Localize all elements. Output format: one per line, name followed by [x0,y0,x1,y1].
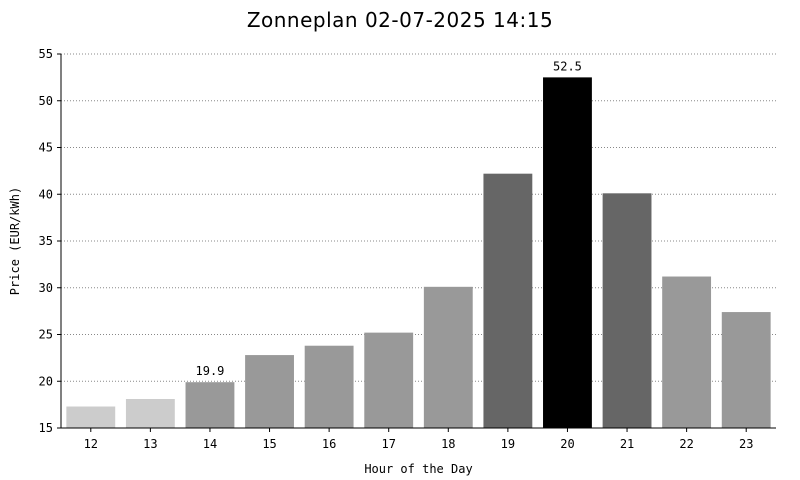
x-tick-label: 20 [560,437,574,451]
y-tick-label: 15 [39,421,53,435]
bars [66,77,771,428]
x-tick-label: 22 [679,437,693,451]
x-tick-label: 19 [501,437,515,451]
data-labels: 19.9 52.5 [196,59,582,378]
x-tick-label: 16 [322,437,336,451]
x-tick-label: 12 [84,437,98,451]
bar [543,77,592,428]
y-tick-label: 50 [39,94,53,108]
y-tick-label: 20 [39,374,53,388]
x-tick-label: 15 [262,437,276,451]
bar [602,193,652,428]
x-tick-label: 18 [441,437,455,451]
bar [423,286,473,428]
x-tick-label: 17 [381,437,395,451]
bar [185,382,235,428]
y-tick-label: 40 [39,187,53,201]
bar [721,312,771,428]
data-label: 19.9 [196,364,225,378]
bar [125,399,175,428]
y-tick-label: 30 [39,281,53,295]
y-tick-label: 45 [39,141,53,155]
bar [66,406,116,428]
y-axis-title: Price (EUR/kWh) [8,187,22,295]
bar [245,355,294,428]
x-tick-label: 23 [739,437,753,451]
bar [364,332,414,428]
data-label: 52.5 [553,59,582,73]
x-tick-label: 14 [203,437,217,451]
chart-title: Zonneplan 02-07-2025 14:15 [246,8,554,32]
x-axis-title: Hour of the Day [364,462,472,476]
y-tick-label: 35 [39,234,53,248]
y-tick-label: 55 [39,47,53,61]
bar [483,173,533,428]
x-tick-label: 13 [143,437,157,451]
bar [662,276,712,428]
y-tick-label: 25 [39,328,53,342]
x-tick-label: 21 [620,437,634,451]
bar [304,345,354,428]
ticks: 15 20 25 30 35 40 45 50 55 12 13 14 15 16 17 18 19 20 21 22… [39,47,754,451]
